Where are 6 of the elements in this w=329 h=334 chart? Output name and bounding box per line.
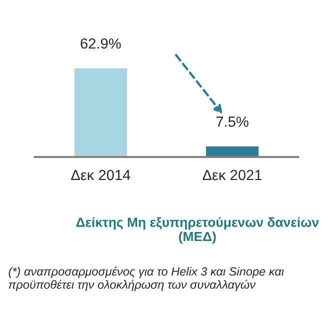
x-tick-label: Δεκ 2021	[202, 170, 262, 180]
data-label: 7.5%	[216, 116, 248, 127]
text: Δείκτης Μη εξυπηρετούμενων δανείων (ΜΕΔ)	[76, 217, 318, 244]
data-label: 62.9%	[80, 38, 121, 49]
x-tick-label: Δεκ 2014	[71, 170, 130, 180]
text: (*) αναπροσαρμοσμένος για το Helix 3 και Sinope και προϋποθέτει την ολοκλήρωση των συναλλαγών	[8, 266, 284, 292]
